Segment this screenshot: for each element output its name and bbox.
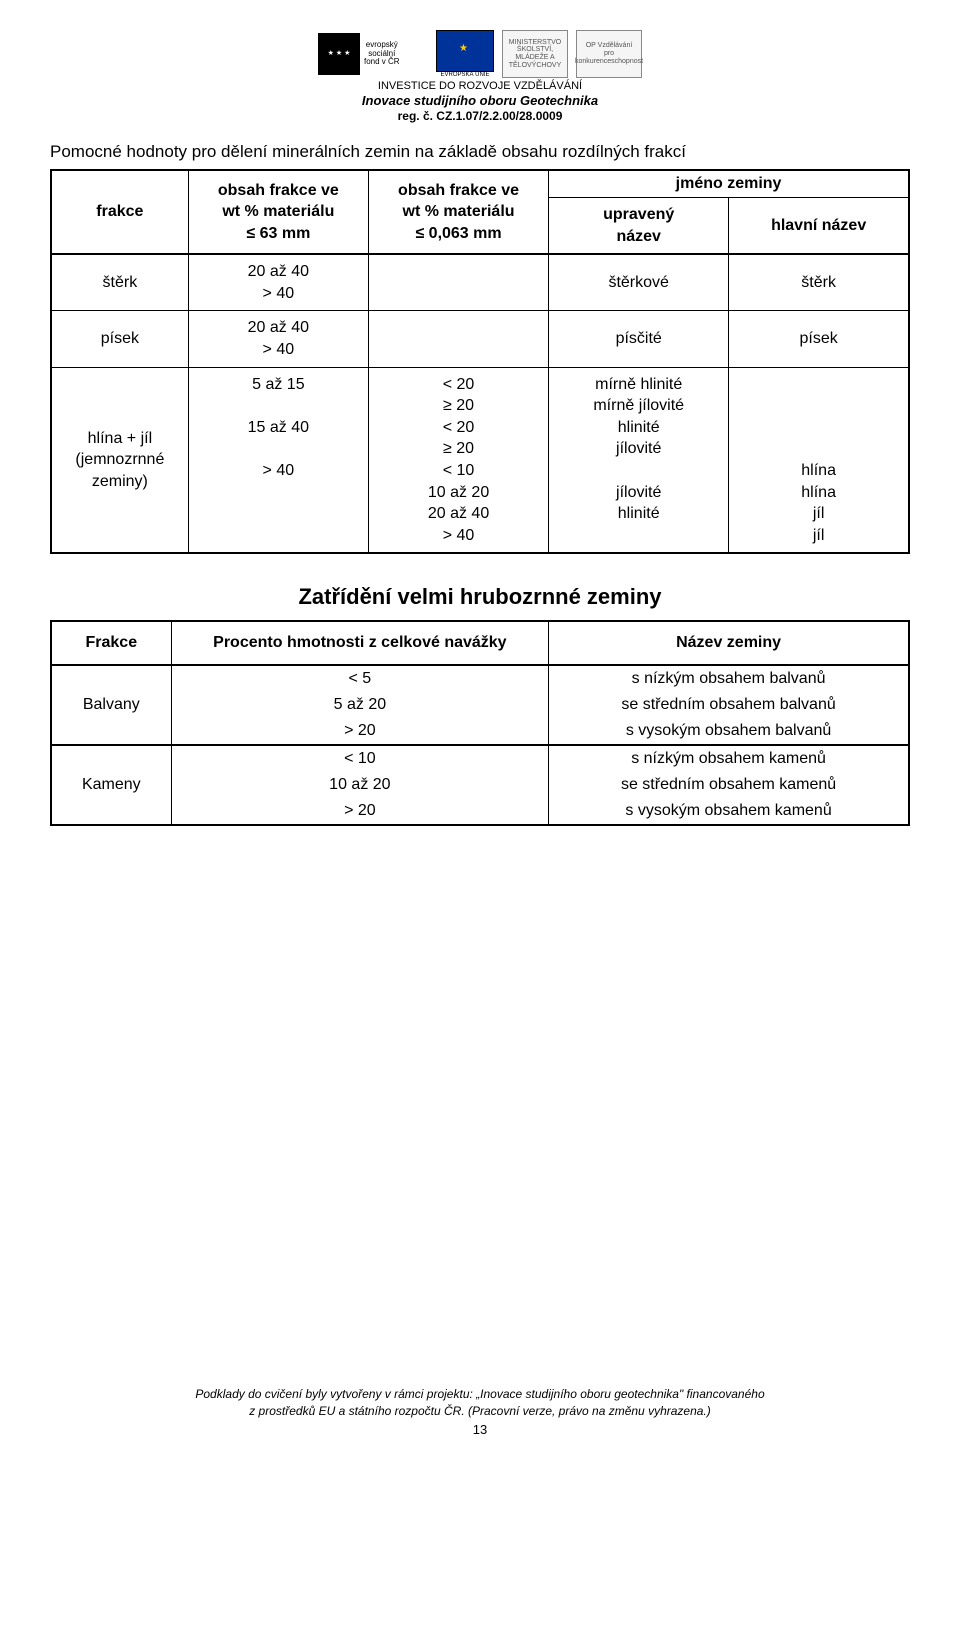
t2-g1-r0-pct: < 10	[171, 745, 549, 772]
t2-g0-label: Balvany	[51, 665, 171, 745]
table2-row: Kameny < 10 s nízkým obsahem kamenů	[51, 745, 909, 772]
table1-header-row1: frakce obsah frakce ve wt % materiálu ≤ …	[51, 170, 909, 198]
t1-r3-col4b: hlína hlína jíl jíl	[729, 367, 909, 553]
footer-line2: z prostředků EU a státního rozpočtu ČR. …	[50, 1403, 910, 1419]
t2-g0-r2-name: s vysokým obsahem balvanů	[549, 718, 909, 745]
t2-h-pct: Procento hmotnosti z celkové navážky	[171, 621, 549, 665]
t1-r1-col4b: štěrk	[729, 254, 909, 311]
table1: frakce obsah frakce ve wt % materiálu ≤ …	[50, 169, 910, 554]
t2-g1-r1-pct: 10 až 20	[171, 772, 549, 798]
table2-row: > 20 s vysokým obsahem kamenů	[51, 798, 909, 825]
esf-flag-stars: ★ ★ ★	[328, 50, 351, 58]
t2-g0-r1-name: se středním obsahem balvanů	[549, 692, 909, 718]
t1-r3-col2: 5 až 15 15 až 40 > 40	[188, 367, 368, 553]
t1-r1-frakce: štěrk	[51, 254, 188, 311]
footer-line1: Podklady do cvičení byly vytvořeny v rám…	[50, 1386, 910, 1402]
t2-g1-label: Kameny	[51, 745, 171, 825]
t1-r2-col3	[368, 311, 548, 367]
t1-r2-frakce: písek	[51, 311, 188, 367]
esf-flag-icon: ★ ★ ★	[318, 33, 360, 75]
t1-r2-col2: 20 až 40 > 40	[188, 311, 368, 367]
t1-h-frakce: frakce	[51, 170, 188, 254]
t1-r1-col4a: štěrkové	[549, 254, 729, 311]
table2: Frakce Procento hmotnosti z celkové navá…	[50, 620, 910, 826]
t1-r3-frakce: hlína + jíl (jemnozrnné zeminy)	[51, 367, 188, 553]
t1-r2-col4a: písčité	[549, 311, 729, 367]
logo-msmt: MINISTERSTVO ŠKOLSTVÍ, MLÁDEŽE A TĚLOVÝC…	[502, 30, 568, 78]
t1-r3-col3: < 20 ≥ 20 < 20 ≥ 20 < 10 10 až 20 20 až …	[368, 367, 548, 553]
header-line1: INVESTICE DO ROZVOJE VZDĚLÁVÁNÍ	[50, 80, 910, 92]
table1-row-hlina: hlína + jíl (jemnozrnné zeminy) 5 až 15 …	[51, 367, 909, 553]
t1-r1-col3	[368, 254, 548, 311]
t1-r3-col4a: mírně hlinité mírně jílovité hlinité jíl…	[549, 367, 729, 553]
table2-title: Zatřídění velmi hrubozrnné zeminy	[50, 584, 910, 610]
eu-caption: EVROPSKÁ UNIE	[440, 72, 489, 78]
t2-h-name: Název zeminy	[549, 621, 909, 665]
t2-g0-r2-pct: > 20	[171, 718, 549, 745]
t1-h-col2: obsah frakce ve wt % materiálu ≤ 63 mm	[188, 170, 368, 254]
t2-g1-r1-name: se středním obsahem kamenů	[549, 772, 909, 798]
t1-h-upraveny: upravený název	[549, 198, 729, 255]
table2-row: > 20 s vysokým obsahem balvanů	[51, 718, 909, 745]
table2-header-row: Frakce Procento hmotnosti z celkové navá…	[51, 621, 909, 665]
t1-r1-col2: 20 až 40 > 40	[188, 254, 368, 311]
table2-row: Balvany < 5 s nízkým obsahem balvanů	[51, 665, 909, 692]
table2-row: 10 až 20 se středním obsahem kamenů	[51, 772, 909, 798]
logo-eu: EVROPSKÁ UNIE	[436, 30, 494, 78]
footer: Podklady do cvičení byly vytvořeny v rám…	[50, 1386, 910, 1438]
header-line3: reg. č. CZ.1.07/2.2.00/28.0009	[50, 109, 910, 123]
t1-h-col3: obsah frakce ve wt % materiálu ≤ 0,063 m…	[368, 170, 548, 254]
t2-g1-r0-name: s nízkým obsahem kamenů	[549, 745, 909, 772]
t2-g1-r2-pct: > 20	[171, 798, 549, 825]
logo-esf: ★ ★ ★ evropský sociální fond v ČR	[318, 31, 428, 77]
table1-row-sterk: štěrk 20 až 40 > 40 štěrkové štěrk	[51, 254, 909, 311]
t2-g0-r1-pct: 5 až 20	[171, 692, 549, 718]
logo-op: OP Vzdělávání pro konkurenceschopnost	[576, 30, 642, 78]
eu-flag-icon	[436, 30, 494, 72]
t2-h-frakce: Frakce	[51, 621, 171, 665]
t1-r2-col4b: písek	[729, 311, 909, 367]
header-line2: Inovace studijního oboru Geotechnika	[50, 93, 910, 108]
t2-g0-r0-pct: < 5	[171, 665, 549, 692]
t1-h-jmeno: jméno zeminy	[549, 170, 909, 198]
table2-row: 5 až 20 se středním obsahem balvanů	[51, 692, 909, 718]
header-caption: INVESTICE DO ROZVOJE VZDĚLÁVÁNÍ Inovace …	[50, 80, 910, 123]
page: ★ ★ ★ evropský sociální fond v ČR EVROPS…	[0, 0, 960, 1458]
t1-h-hlavni: hlavní název	[729, 198, 909, 255]
esf-text: evropský sociální fond v ČR	[364, 41, 400, 67]
t2-g1-r2-name: s vysokým obsahem kamenů	[549, 798, 909, 825]
logo-row: ★ ★ ★ evropský sociální fond v ČR EVROPS…	[318, 30, 642, 78]
t2-g0-r0-name: s nízkým obsahem balvanů	[549, 665, 909, 692]
table1-title: Pomocné hodnoty pro dělení minerálních z…	[50, 141, 910, 163]
header-logos: ★ ★ ★ evropský sociální fond v ČR EVROPS…	[50, 30, 910, 123]
table1-row-pisek: písek 20 až 40 > 40 písčité písek	[51, 311, 909, 367]
page-number: 13	[50, 1421, 910, 1439]
